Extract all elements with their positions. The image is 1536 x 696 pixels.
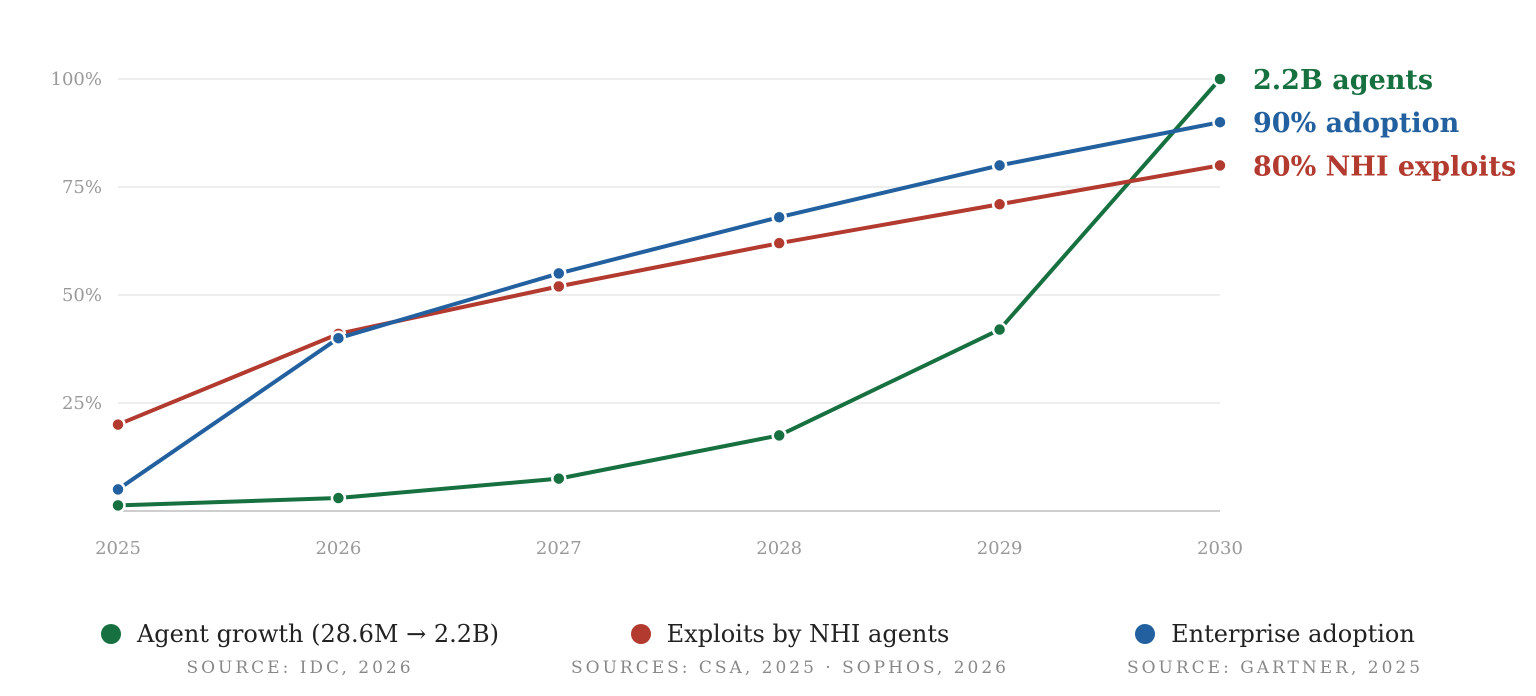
data-point bbox=[110, 416, 126, 433]
series-1 bbox=[110, 157, 1228, 433]
legend-marker-green bbox=[100, 624, 121, 644]
legend: Agent growth (28.6M → 2.2B) SOURCE: IDC,… bbox=[0, 620, 1536, 696]
x-tick-label: 2027 bbox=[536, 538, 582, 559]
line-chart: 25% 50% 75% 100% 2025 2026 2027 2028 2029 2030 2… bbox=[51, 65, 1517, 559]
legend-source: SOURCES: CSA, 2025 · SOPHOS, 2026 bbox=[570, 658, 1009, 678]
data-point bbox=[771, 235, 787, 251]
series-line bbox=[116, 163, 1222, 427]
series-2 bbox=[110, 114, 1228, 498]
data-point bbox=[551, 278, 567, 295]
y-tick-label: 75% bbox=[62, 177, 102, 198]
legend-item-enterprise-adoption: Enterprise adoption SOURCE: GARTNER, 202… bbox=[1090, 620, 1460, 678]
series-0 bbox=[110, 71, 1228, 514]
legend-source: SOURCE: GARTNER, 2025 bbox=[1126, 658, 1424, 678]
legend-source: SOURCE: IDC, 2026 bbox=[186, 658, 414, 678]
y-axis-ticks: 25% 50% 75% 100% bbox=[51, 69, 102, 414]
data-point bbox=[771, 427, 787, 444]
y-tick-label: 50% bbox=[62, 285, 102, 306]
data-point bbox=[991, 196, 1008, 213]
legend-marker-blue bbox=[1135, 624, 1156, 644]
x-tick-label: 2026 bbox=[315, 538, 361, 559]
x-tick-label: 2028 bbox=[756, 538, 802, 559]
legend-item-agent-growth: Agent growth (28.6M → 2.2B) SOURCE: IDC,… bbox=[90, 620, 510, 678]
legend-label: Exploits by NHI agents bbox=[666, 620, 950, 648]
x-axis-ticks: 2025 2026 2027 2028 2029 2030 bbox=[95, 538, 1243, 559]
x-tick-label: 2025 bbox=[95, 538, 141, 559]
series-line bbox=[116, 77, 1222, 508]
series-end-label: 2.2B agents bbox=[1253, 65, 1433, 96]
legend-marker-red bbox=[630, 624, 651, 644]
data-point bbox=[1212, 157, 1228, 174]
y-tick-label: 100% bbox=[51, 69, 102, 90]
data-point bbox=[1212, 114, 1228, 130]
y-tick-label: 25% bbox=[62, 393, 102, 414]
legend-item-exploits: Exploits by NHI agents SOURCES: CSA, 202… bbox=[550, 620, 1030, 678]
data-point bbox=[991, 157, 1008, 174]
series-end-labels: 2.2B agents 80% NHI exploits 90% adoption bbox=[1253, 65, 1516, 182]
data-point bbox=[771, 209, 787, 225]
series-end-label: 80% NHI exploits bbox=[1253, 151, 1516, 182]
data-point bbox=[330, 330, 347, 346]
gridlines bbox=[118, 78, 1220, 404]
data-point bbox=[110, 497, 126, 514]
data-point bbox=[551, 265, 567, 282]
x-tick-label: 2029 bbox=[977, 538, 1023, 559]
legend-label: Enterprise adoption bbox=[1171, 620, 1415, 648]
data-point bbox=[991, 321, 1008, 338]
data-point bbox=[330, 490, 347, 506]
legend-label: Agent growth (28.6M → 2.2B) bbox=[136, 620, 500, 648]
series-lines bbox=[110, 71, 1228, 514]
data-point bbox=[551, 470, 567, 487]
series-end-label: 90% adoption bbox=[1253, 108, 1460, 139]
data-point bbox=[1212, 71, 1228, 87]
data-point bbox=[110, 481, 126, 498]
series-line bbox=[116, 120, 1222, 492]
x-tick-label: 2030 bbox=[1197, 538, 1243, 559]
